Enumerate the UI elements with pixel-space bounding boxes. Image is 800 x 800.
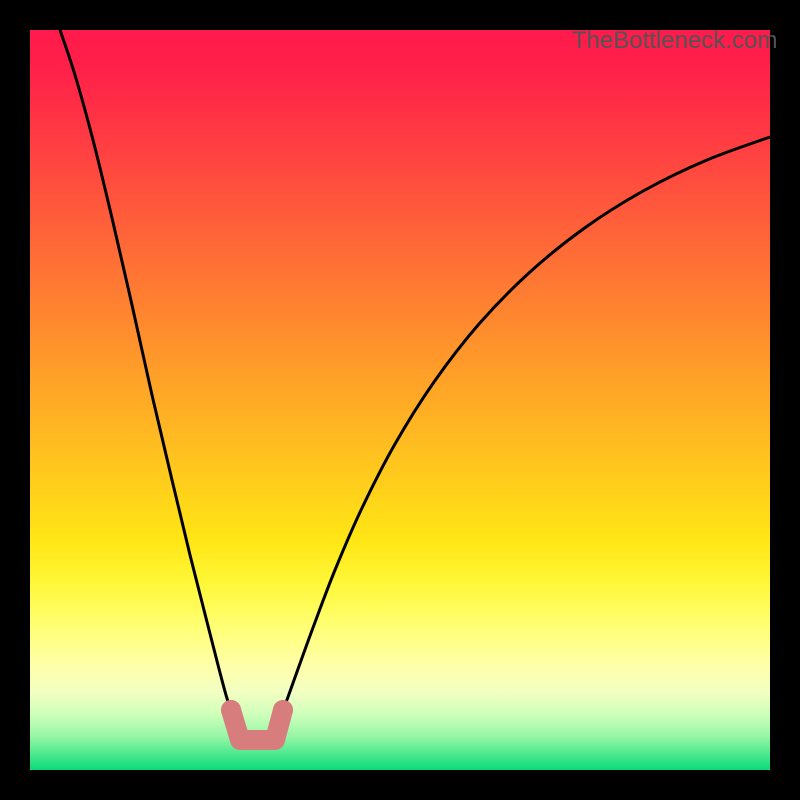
plot-area [30,30,770,770]
plot-gradient-background [30,30,770,770]
chart-container: TheBottleneck.com [0,0,800,800]
watermark-text: TheBottleneck.com [572,27,777,55]
